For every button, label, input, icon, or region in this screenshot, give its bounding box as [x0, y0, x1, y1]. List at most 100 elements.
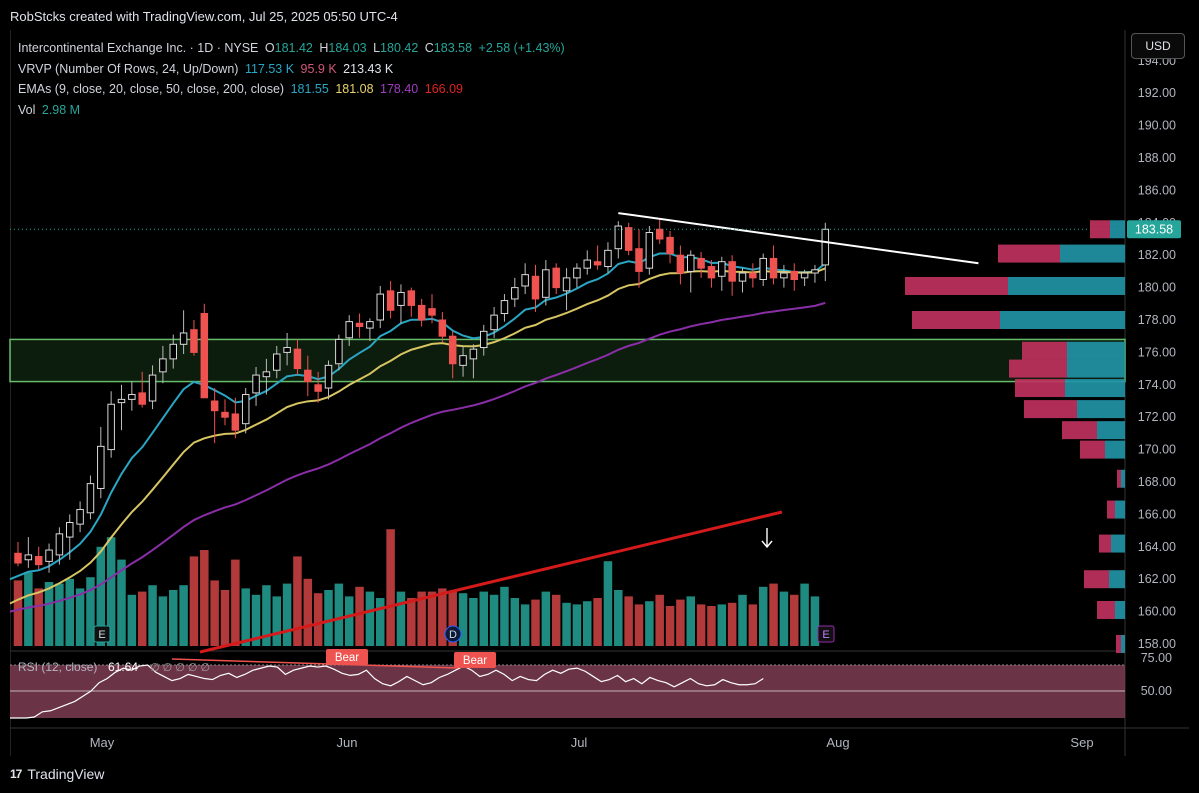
candle-body [128, 394, 136, 400]
candle [221, 399, 229, 426]
volume-bar [179, 585, 188, 646]
candle-body [728, 261, 736, 282]
vrvp-down-bar [1097, 600, 1115, 619]
vrvp-down-bar [1080, 440, 1105, 459]
candle [190, 320, 198, 356]
time-tick-label: Aug [826, 735, 849, 750]
candle-body [107, 403, 115, 451]
candle-body [324, 364, 333, 389]
candle-body [459, 355, 467, 366]
rsi-divergence-line [171, 658, 459, 669]
candle-body [314, 384, 322, 392]
candle [86, 475, 95, 520]
vrvp-down-value: 95.9 K [300, 61, 337, 76]
candle [283, 332, 291, 366]
price-tick-label: 180.00 [1138, 281, 1176, 295]
volume-bar [376, 598, 385, 646]
candle [759, 253, 767, 286]
volume-bar [86, 577, 95, 646]
volume-bar [665, 606, 675, 646]
candle [707, 260, 716, 288]
candle-body [790, 270, 798, 280]
volume-bar [137, 591, 147, 646]
candle [655, 219, 664, 244]
price-tick-label: 186.00 [1138, 183, 1176, 197]
currency-button[interactable]: USD [1131, 33, 1185, 59]
candle-body [221, 411, 229, 418]
vrvp-up-bar [1115, 600, 1125, 619]
candle [552, 263, 560, 295]
volume-bar [210, 580, 219, 646]
volume-bar [241, 588, 250, 646]
price-tick-label: 174.00 [1138, 378, 1176, 392]
price-tick-label: 168.00 [1138, 475, 1176, 489]
candle-body [635, 248, 643, 272]
volume-bar [489, 594, 499, 646]
candle-body [552, 267, 560, 289]
symbol-name[interactable]: Intercontinental Exchange Inc. · 1D · NY… [18, 41, 259, 55]
volume-bar [386, 529, 395, 646]
candle [490, 307, 498, 338]
volume-bar [810, 596, 820, 646]
candle-body [666, 236, 674, 255]
candle [76, 501, 84, 533]
candle-body [397, 291, 405, 306]
volume-bar [614, 590, 623, 646]
vrvp-up-bar [1121, 469, 1125, 488]
candle-body [169, 343, 177, 360]
vrvp-up-bar [1000, 311, 1125, 329]
candle-body [273, 353, 281, 371]
vol-label[interactable]: Vol [18, 102, 36, 117]
close-value: 183.58 [433, 41, 473, 55]
candle [66, 514, 74, 560]
candle [397, 284, 405, 324]
candle-body [583, 259, 591, 269]
candle-body [345, 321, 353, 339]
candle-body [718, 261, 726, 277]
volume-bar [551, 594, 561, 646]
candle [604, 242, 612, 274]
volume-bar [200, 550, 209, 646]
vrvp-up-bar [1008, 276, 1125, 295]
event-marker-label: D [449, 629, 457, 641]
vrvp-down-bar [1024, 400, 1077, 419]
candle-body [676, 254, 685, 274]
dividend-marker [444, 625, 462, 643]
candle-body [448, 335, 457, 365]
volume-bar [272, 596, 281, 646]
candle-body [469, 348, 478, 360]
volume-bar [220, 590, 230, 646]
candle-body [179, 332, 188, 345]
volume-bar [313, 593, 323, 646]
volume-bar [686, 596, 695, 646]
vrvp-label[interactable]: VRVP (Number Of Rows, 24, Up/Down) [18, 61, 239, 76]
candle-body [490, 314, 498, 331]
event-marker-label: E [822, 629, 829, 641]
candle [780, 264, 788, 288]
volume-bar [562, 602, 571, 646]
ema-label[interactable]: EMAs (9, close, 20, close, 50, close, 20… [18, 82, 285, 96]
price-tick-label: 188.00 [1138, 151, 1176, 165]
vrvp-down-bar [1084, 570, 1109, 589]
rsi-band [10, 665, 1125, 718]
volume-bar [572, 604, 582, 646]
rsi-legend-label: RSI (12, close) [18, 660, 97, 674]
price-tick-label: 170.00 [1138, 443, 1176, 457]
footer-brand: 17 TradingView [10, 766, 104, 782]
vrvp-down-bar [1107, 500, 1115, 519]
candle-body [407, 290, 416, 306]
candle-body [500, 300, 509, 315]
candle-body [241, 394, 250, 425]
volume-bar [717, 604, 727, 646]
candle-body [821, 228, 830, 266]
volume-bar [293, 556, 302, 646]
last-price-value: 183.58 [1135, 222, 1173, 236]
volume-bar [75, 588, 85, 646]
vrvp-up-bar [1067, 341, 1125, 360]
volume-bar [479, 591, 488, 646]
vrvp-down-bar [998, 244, 1060, 263]
candle-body [366, 321, 374, 329]
candle-body [117, 398, 126, 404]
candle-body [604, 249, 612, 268]
